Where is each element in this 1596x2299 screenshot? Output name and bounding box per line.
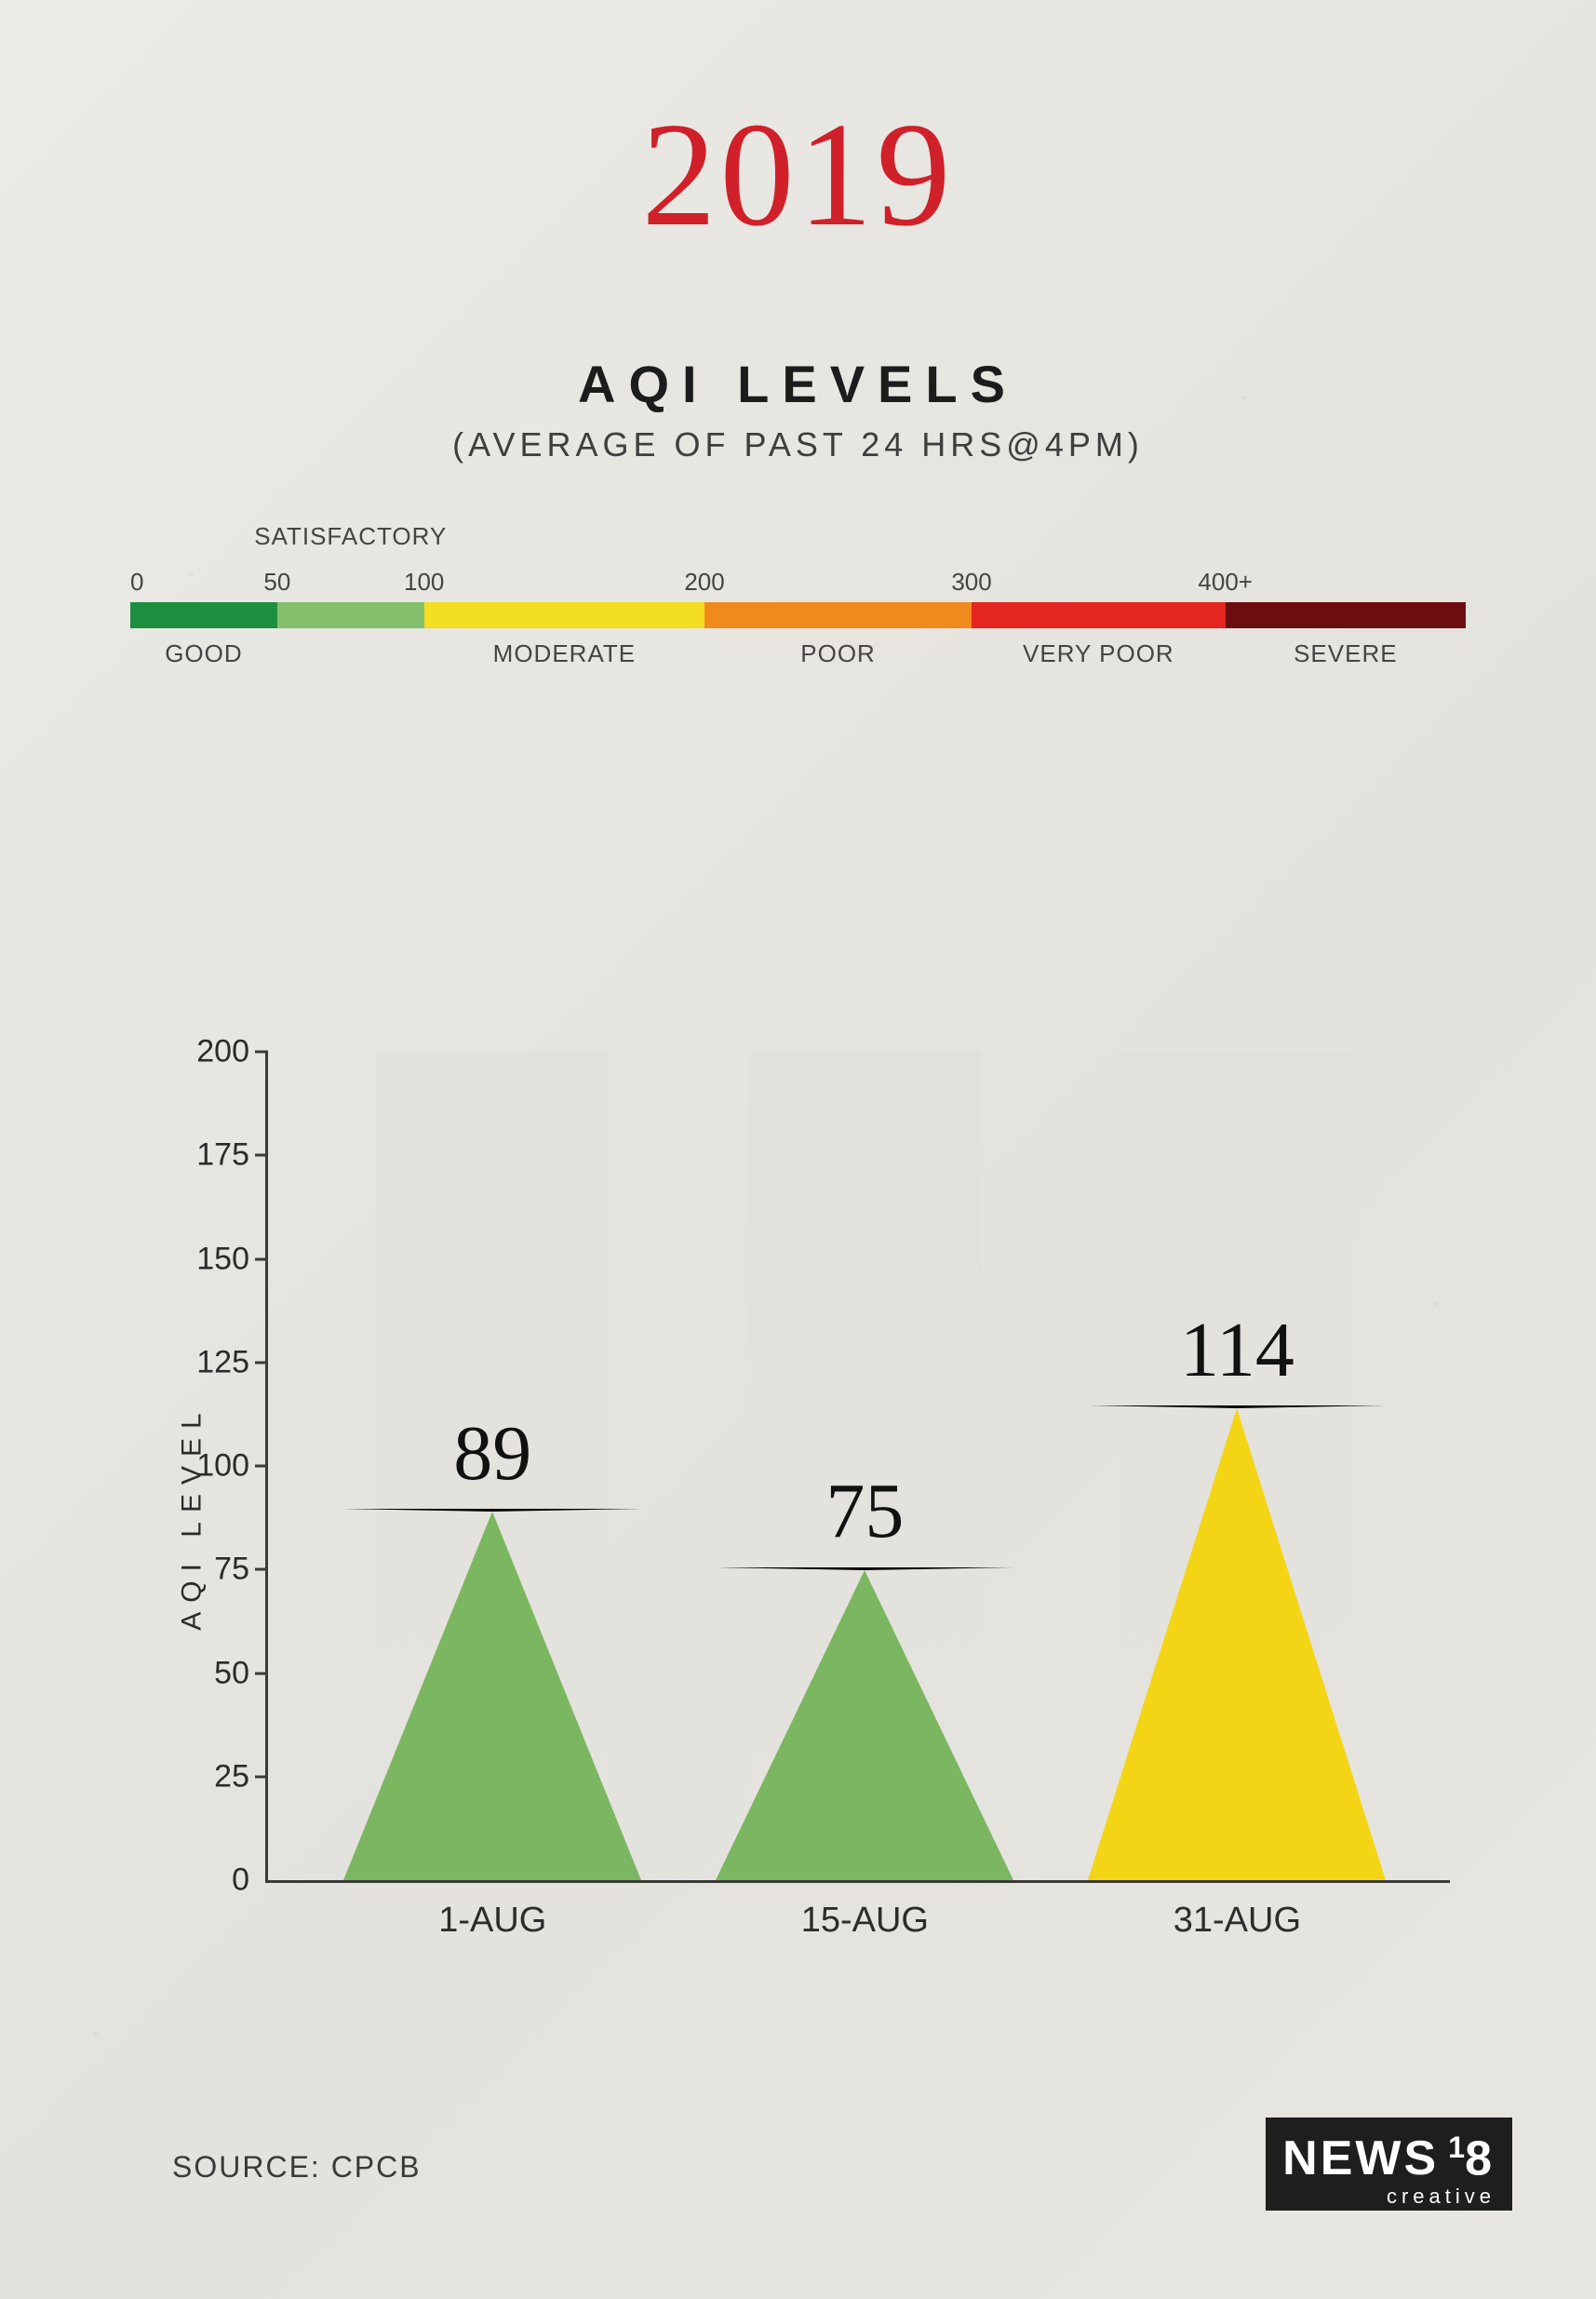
y-tick-mark: [255, 1775, 268, 1778]
legend-tick: 300: [951, 568, 991, 597]
legend-category-label: POOR: [800, 639, 876, 668]
source-attribution: SOURCE: CPCB: [172, 2150, 422, 2185]
legend-segment: [277, 602, 424, 628]
y-axis-label: AQI LEVEL: [177, 1404, 208, 1630]
legend-tick: 0: [130, 568, 143, 597]
data-triangle: [343, 1509, 641, 1880]
legend-category-label: GOOD: [165, 639, 242, 668]
data-value-label: 89: [453, 1408, 531, 1499]
data-value-label: 75: [825, 1466, 904, 1556]
y-tick-label: 175: [196, 1137, 249, 1174]
legend-tick: 50: [263, 568, 290, 597]
chart-subtitle: (AVERAGE OF PAST 24 HRS@4PM): [0, 425, 1596, 464]
chart-area: AQI LEVEL 0255075100125150175200891-AUG7…: [163, 1052, 1466, 1983]
y-tick-label: 100: [196, 1448, 249, 1485]
legend-tick: 400+: [1198, 568, 1253, 597]
y-tick-label: 50: [214, 1655, 249, 1691]
logo-18-text: 18: [1444, 2131, 1495, 2185]
logo-creative-text: creative: [1282, 2186, 1495, 2207]
legend-segment: [704, 602, 972, 628]
legend-tick: 200: [684, 568, 724, 597]
aqi-scale-legend: SATISFACTORY 050100200300400+ GOODMODERA…: [130, 567, 1466, 664]
x-tick-label: 31-AUG: [1174, 1901, 1301, 1941]
logo-news-text: NEWS: [1282, 2134, 1439, 2183]
chart-title: AQI LEVELS: [0, 354, 1596, 414]
data-triangle: [1088, 1405, 1386, 1880]
y-tick-label: 200: [196, 1034, 249, 1070]
legend-segment: [130, 602, 277, 628]
y-tick-mark: [255, 1051, 268, 1054]
y-tick-mark: [255, 1361, 268, 1364]
y-tick-label: 150: [196, 1241, 249, 1277]
y-tick-label: 25: [214, 1758, 249, 1795]
year-heading: 2019: [0, 88, 1596, 261]
news18-logo: NEWS 18 creative: [1266, 2118, 1512, 2211]
data-triangle: [716, 1567, 1013, 1880]
data-value-label: 114: [1180, 1305, 1294, 1395]
y-tick-mark: [255, 1568, 268, 1571]
y-tick-label: 0: [232, 1862, 249, 1899]
legend-category-label: VERY POOR: [1023, 639, 1174, 668]
x-tick-label: 1-AUG: [438, 1901, 546, 1941]
legend-tick: 100: [404, 568, 444, 597]
y-tick-mark: [255, 1257, 268, 1260]
y-tick-mark: [255, 1672, 268, 1674]
legend-category-label: MODERATE: [493, 639, 636, 668]
y-tick-label: 125: [196, 1344, 249, 1380]
legend-category-label: SEVERE: [1294, 639, 1398, 668]
x-tick-label: 15-AUG: [801, 1901, 929, 1941]
legend-segment: [1226, 602, 1466, 628]
y-tick-mark: [255, 1154, 268, 1157]
y-tick-mark: [255, 1465, 268, 1468]
y-tick-label: 75: [214, 1552, 249, 1588]
legend-segment: [424, 602, 704, 628]
legend-segment: [972, 602, 1226, 628]
chart-plot: 0255075100125150175200891-AUG7515-AUG114…: [265, 1052, 1450, 1883]
legend-satisfactory-label: SATISFACTORY: [254, 522, 447, 551]
